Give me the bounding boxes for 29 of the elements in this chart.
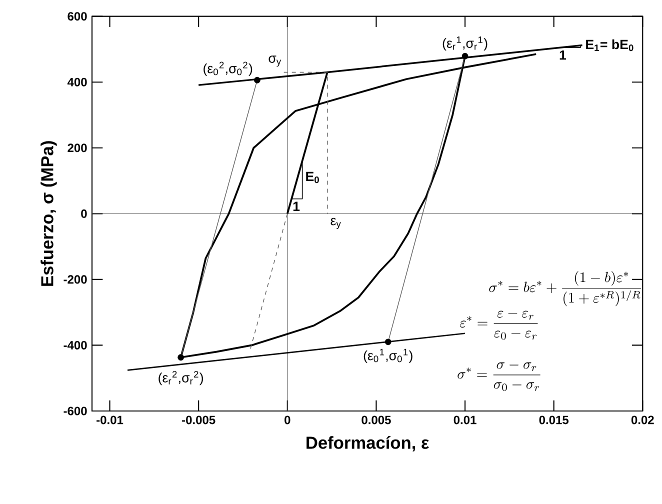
annotation: E$_{1}$= bE$_{0}$: [586, 39, 634, 52]
y-tick-label: 200: [68, 144, 87, 152]
x-tick-label: 0.015: [539, 416, 569, 424]
x-tick-label: 0.02: [631, 416, 654, 424]
annotation: E$_{0}$: [306, 172, 319, 184]
x-axis-title: Deformacíon, ε: [306, 436, 429, 452]
x-tick-label: -0.01: [96, 416, 124, 424]
annotation: (ε$_{r}$$^{1}$,σ$_{r}$$^{1}$): [442, 36, 488, 51]
x-tick-label: 0.005: [362, 416, 391, 424]
annotation: (ε$_{0}$$^{2}$,σ$_{0}$$^{2}$): [204, 62, 252, 76]
annotation: (ε$_{r}$$^{2}$,σ$_{r}$$^{2}$): [158, 370, 204, 386]
y-tick-label: -200: [64, 275, 87, 284]
annotation: (ε$_{0}$$^{1}$,σ$_{0}$$^{1}$): [364, 348, 412, 363]
annotation: 1: [560, 50, 566, 60]
y-axis-title: Esfuerzo, σ (MPa): [40, 141, 57, 286]
x-tick-label: 0: [284, 416, 290, 424]
annotation: $\sigma^{*}= b\varepsilon^{*}+\dfrac{(1-b)\varepsilon^{*}}{(1+\varepsilon^{*R})^{1/R}}$: [489, 271, 641, 306]
y-tick-label: 0: [81, 209, 87, 218]
y-tick-label: -400: [64, 340, 87, 350]
x-tick-label: -0.005: [182, 416, 216, 424]
annotation: σ$_{y}$: [268, 56, 282, 67]
y-tick-label: 400: [67, 78, 87, 86]
annotation: $\varepsilon^{*}= \dfrac{\varepsilon-\varepsilon_{r}}{\varepsilon_{0}-\varepsilon_{r}}$: [460, 310, 538, 340]
annotation: $\sigma^{*}= \dfrac{\sigma-\sigma_{r}}{\sigma_{0}-\sigma_{r}}$: [458, 362, 540, 391]
annotation: 1: [293, 202, 300, 211]
y-tick-label: -600: [64, 406, 87, 416]
annotation: ε$_{y}$: [330, 218, 341, 230]
y-tick-label: 600: [68, 12, 87, 21]
x-tick-label: 0.01: [454, 416, 476, 424]
